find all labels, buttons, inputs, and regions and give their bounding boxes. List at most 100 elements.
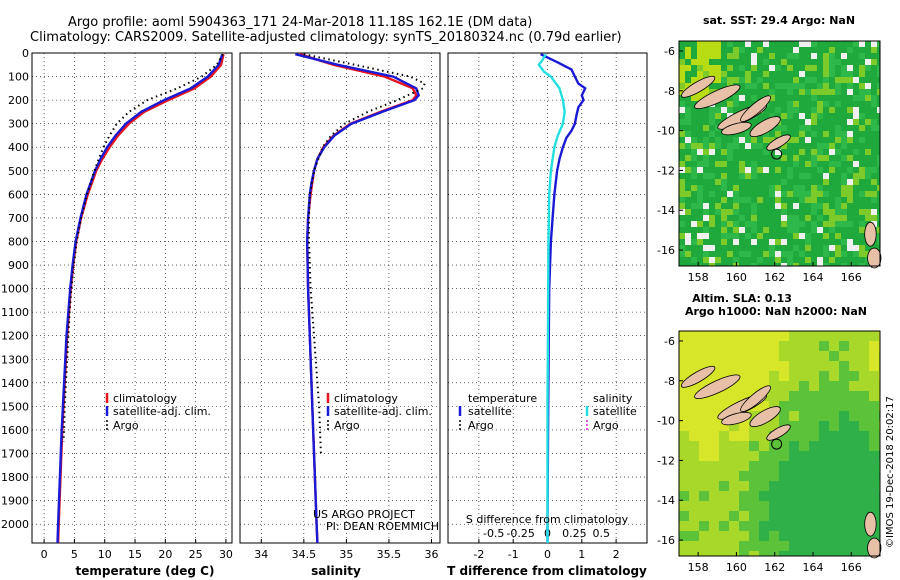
map-cell bbox=[709, 491, 719, 501]
map-cell bbox=[729, 531, 739, 541]
map-cell bbox=[859, 47, 865, 53]
map-cell bbox=[703, 113, 709, 119]
map-cell bbox=[781, 155, 787, 161]
map-cell bbox=[727, 107, 733, 113]
map-cell bbox=[779, 391, 789, 401]
map-cell bbox=[799, 451, 809, 461]
map-cell bbox=[739, 371, 749, 381]
map-cell bbox=[839, 471, 849, 481]
map-cell bbox=[859, 491, 869, 501]
map-cell bbox=[763, 245, 769, 251]
map-cell bbox=[849, 331, 859, 341]
map-cell bbox=[733, 233, 739, 239]
map-cell bbox=[689, 361, 699, 371]
map-cell bbox=[729, 451, 739, 461]
map-cell bbox=[691, 263, 697, 266]
map-cell bbox=[749, 331, 759, 341]
map-cell bbox=[689, 481, 699, 491]
map-cell bbox=[763, 197, 769, 203]
map-cell bbox=[793, 221, 799, 227]
map-cell bbox=[841, 185, 847, 191]
map-cell bbox=[823, 191, 829, 197]
map-cell bbox=[689, 511, 699, 521]
map-cell bbox=[859, 185, 865, 191]
map-cell bbox=[877, 173, 880, 179]
map-cell bbox=[859, 421, 869, 431]
x-tick-label: 10 bbox=[98, 548, 112, 561]
map-cell bbox=[709, 215, 715, 221]
map-cell bbox=[679, 89, 685, 95]
t-difference-axis-label: T difference from climatology bbox=[447, 564, 647, 578]
map-cell bbox=[749, 541, 759, 551]
map-cell bbox=[811, 227, 817, 233]
map-cell bbox=[877, 77, 880, 83]
map-cell bbox=[679, 65, 685, 71]
map-cell bbox=[775, 125, 781, 131]
map-cell bbox=[729, 391, 739, 401]
map-cell bbox=[819, 511, 829, 521]
map-cell bbox=[853, 137, 859, 143]
depth-tick-label: 400 bbox=[8, 141, 29, 154]
map-cell bbox=[811, 251, 817, 257]
map-cell bbox=[865, 263, 871, 266]
map-frame bbox=[678, 40, 881, 267]
map-cell bbox=[789, 401, 799, 411]
map-cell bbox=[721, 209, 727, 215]
map-cell bbox=[817, 125, 823, 131]
map-cell bbox=[745, 185, 751, 191]
map-cell bbox=[689, 411, 699, 421]
map-cell bbox=[721, 155, 727, 161]
map-cell bbox=[733, 161, 739, 167]
map-cell bbox=[679, 215, 685, 221]
map-cell bbox=[829, 481, 839, 491]
map-cell bbox=[685, 191, 691, 197]
map-cell bbox=[869, 331, 879, 341]
map-cell bbox=[823, 227, 829, 233]
map-cell bbox=[799, 161, 805, 167]
map-cell bbox=[847, 65, 853, 71]
map-cell bbox=[859, 143, 865, 149]
map-cell bbox=[835, 149, 841, 155]
map-cell bbox=[703, 245, 709, 251]
map-cell bbox=[685, 113, 691, 119]
map-cell bbox=[745, 191, 751, 197]
map-cell bbox=[793, 77, 799, 83]
map-cell bbox=[859, 331, 869, 341]
map-cell bbox=[697, 257, 703, 263]
map-cell bbox=[685, 263, 691, 266]
map-cell bbox=[721, 227, 727, 233]
map-cell bbox=[787, 47, 793, 53]
map-cell bbox=[745, 83, 751, 89]
map-cell bbox=[781, 59, 787, 65]
map-cell bbox=[699, 341, 709, 351]
map-cell bbox=[719, 441, 729, 451]
map-cell bbox=[859, 263, 865, 266]
map-cell bbox=[757, 65, 763, 71]
sla-map-title-2: Argo h1000: NaN h2000: NaN bbox=[685, 305, 867, 318]
map-cell bbox=[823, 77, 829, 83]
map-cell bbox=[697, 155, 703, 161]
island bbox=[867, 247, 882, 269]
legend-climatology: climatology bbox=[113, 392, 177, 405]
map-cell bbox=[877, 185, 880, 191]
map-cell bbox=[779, 351, 789, 361]
map-cell bbox=[835, 47, 841, 53]
map-cell bbox=[811, 149, 817, 155]
map-cell bbox=[859, 501, 869, 511]
map-cell bbox=[769, 185, 775, 191]
map-cell bbox=[835, 83, 841, 89]
series-satellite-adj-clim- bbox=[295, 53, 421, 544]
map-cell bbox=[853, 197, 859, 203]
map-cell bbox=[841, 221, 847, 227]
map-cell bbox=[733, 227, 739, 233]
map-cell bbox=[763, 53, 769, 59]
map-cell bbox=[781, 149, 787, 155]
map-cell bbox=[809, 381, 819, 391]
map-cell bbox=[763, 113, 769, 119]
map-cell bbox=[751, 191, 757, 197]
map-cell bbox=[691, 185, 697, 191]
map-cell bbox=[715, 107, 721, 113]
map-cell bbox=[841, 143, 847, 149]
map-cell bbox=[817, 95, 823, 101]
